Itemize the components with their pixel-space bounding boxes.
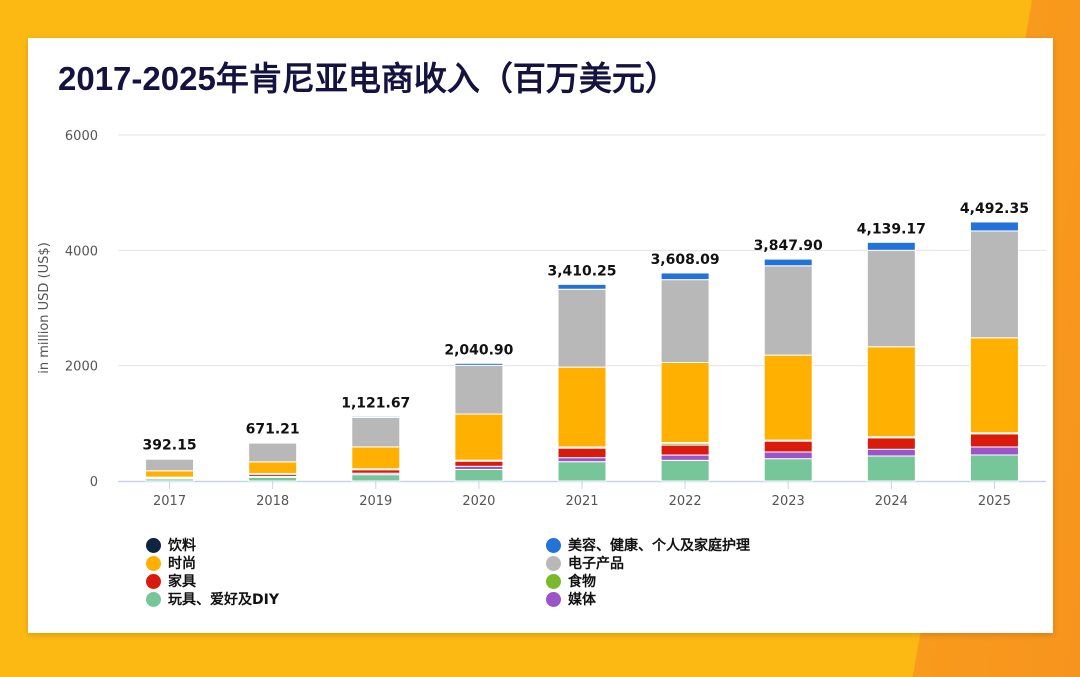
legend-item-media[interactable]: 媒体 [546, 589, 596, 609]
legend-item-beverages[interactable]: 饮料 [146, 535, 196, 555]
legend-item-electronics[interactable]: 电子产品 [546, 553, 624, 573]
total-data-label: 3,847.90 [754, 238, 823, 254]
bar-segment-0 [351, 474, 401, 482]
bar-segment-1 [866, 448, 916, 457]
bar-segment-7 [145, 457, 195, 460]
legend-dot-icon [546, 537, 561, 553]
legend-label: 时尚 [168, 556, 196, 572]
x-tick-label: 2017 [153, 494, 186, 509]
bar-segment-0 [969, 454, 1019, 482]
bar-segment-7 [454, 362, 504, 366]
legend-label: 美容、健康、个人及家庭护理 [568, 538, 750, 554]
legend-item-beauty[interactable]: 美容、健康、个人及家庭护理 [546, 535, 750, 555]
legend-label: 饮料 [168, 538, 196, 554]
y-tick-label: 0 [90, 475, 98, 490]
legend-label: 玩具、爱好及DIY [168, 592, 279, 608]
legend-dot-icon [546, 573, 561, 589]
total-data-label: 4,492.35 [960, 201, 1029, 217]
bar-segment-6 [248, 442, 298, 463]
legend-dot-icon [146, 555, 161, 571]
bar-segment-0 [866, 455, 916, 482]
bar-segment-2 [969, 433, 1019, 448]
y-tick-label: 6000 [65, 129, 98, 144]
bar-segment-6 [145, 458, 195, 472]
x-tick-label: 2024 [875, 494, 908, 509]
bar-segment-2 [660, 444, 710, 456]
bar-segment-7 [248, 441, 298, 444]
legend-label: 媒体 [568, 592, 596, 608]
x-tick-label: 2019 [359, 494, 392, 509]
total-data-label: 671.21 [246, 421, 300, 437]
bar-segment-2 [557, 447, 607, 459]
total-data-label: 3,410.25 [547, 263, 616, 279]
legend-dot-icon [146, 573, 161, 589]
bar-segment-7 [969, 221, 1019, 232]
bar-segment-5 [145, 470, 195, 478]
x-tick-label: 2021 [565, 494, 598, 509]
total-data-label: 4,139.17 [857, 221, 926, 237]
chart-title: 2017-2025年肯尼亚电商收入（百万美元） [58, 60, 678, 97]
bar-segment-7 [763, 258, 813, 267]
legend-label: 电子产品 [568, 556, 624, 572]
bar-segment-7 [351, 415, 401, 419]
legend-dot-icon [146, 537, 161, 553]
bar-segment-2 [763, 440, 813, 453]
legend-item-food[interactable]: 食物 [546, 571, 596, 591]
bar-segment-7 [557, 283, 607, 290]
y-axis-label: in million USD (US$) [37, 242, 52, 374]
x-tick-label: 2020 [462, 494, 495, 509]
bar-segment-6 [557, 288, 607, 368]
x-tick-label: 2022 [669, 494, 702, 509]
legend-label: 食物 [568, 574, 596, 590]
bar-segment-1 [660, 454, 710, 461]
legend-dot-icon [146, 591, 161, 607]
bar-segment-0 [763, 458, 813, 482]
total-data-label: 392.15 [143, 437, 197, 453]
legend-item-toys[interactable]: 玩具、爱好及DIY [146, 589, 279, 609]
bar-segment-7 [866, 241, 916, 251]
bar-segment-5 [969, 337, 1019, 434]
bar-segment-6 [660, 279, 710, 363]
bar-segment-5 [866, 346, 916, 438]
bar-segment-6 [454, 364, 504, 415]
bar-segment-5 [351, 446, 401, 470]
bar-segment-5 [454, 413, 504, 461]
bar-segment-6 [866, 249, 916, 348]
bar-segment-6 [351, 417, 401, 448]
y-tick-label: 2000 [65, 360, 98, 375]
bar-segment-6 [969, 230, 1019, 339]
legend-item-furniture[interactable]: 家具 [146, 571, 196, 591]
legend-item-fashion[interactable]: 时尚 [146, 553, 196, 573]
bar-segment-6 [763, 265, 813, 356]
bar-segment-5 [248, 461, 298, 474]
legend-dot-icon [546, 591, 561, 607]
total-data-label: 1,121.67 [341, 395, 410, 411]
bar-segment-2 [866, 437, 916, 450]
bar-segment-1 [969, 446, 1019, 456]
bar-segment-0 [454, 468, 504, 482]
total-data-label: 3,608.09 [651, 252, 720, 268]
bar-segment-0 [557, 461, 607, 482]
bar-segment-0 [248, 476, 298, 482]
bar-segment-2 [454, 460, 504, 467]
bar-segment-1 [763, 451, 813, 460]
bar-segment-7 [660, 272, 710, 281]
bar-segment-5 [763, 354, 813, 441]
bar-segment-0 [660, 459, 710, 482]
x-tick-label: 2018 [256, 494, 289, 509]
bar-segment-1 [557, 457, 607, 463]
x-tick-label: 2025 [978, 494, 1011, 509]
x-tick-label: 2023 [772, 494, 805, 509]
y-tick-label: 4000 [65, 244, 98, 259]
total-data-label: 2,040.90 [444, 342, 513, 358]
legend-label: 家具 [168, 574, 196, 590]
bar-segment-5 [660, 361, 710, 443]
bar-segment-5 [557, 366, 607, 448]
legend-dot-icon [546, 555, 561, 571]
